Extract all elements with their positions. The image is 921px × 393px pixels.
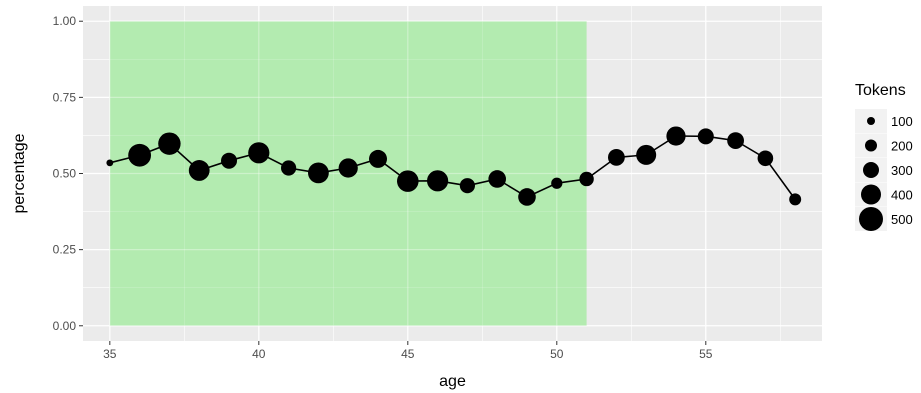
data-point	[459, 178, 475, 194]
y-axis-title: percentage	[11, 133, 28, 213]
data-point	[488, 170, 506, 188]
legend-label: 300	[891, 163, 913, 178]
data-point	[188, 160, 210, 181]
legend-title: Tokens	[855, 82, 906, 99]
x-tick-label: 35	[103, 347, 117, 361]
data-points	[106, 126, 802, 206]
legend-label: 500	[891, 212, 913, 227]
data-point	[518, 188, 536, 206]
legend-key	[865, 139, 877, 152]
gridlines-over-shade	[109, 20, 587, 327]
legend-entries: 100 200 300 400 500	[855, 109, 913, 231]
legend-label: 200	[891, 139, 913, 154]
data-point	[281, 160, 297, 176]
data-point	[636, 144, 657, 165]
legend-key	[859, 207, 883, 231]
legend: Tokens 100 200 300 400 500	[855, 82, 913, 231]
data-point	[579, 171, 594, 187]
data-point	[128, 143, 152, 167]
axis-ticks	[79, 20, 707, 345]
data-point	[607, 148, 625, 166]
x-axis-title: age	[439, 373, 466, 390]
legend-label: 400	[891, 188, 913, 203]
y-tick-labels: 0.00 0.25 0.50 0.75 1.00	[53, 14, 77, 333]
data-point	[757, 150, 774, 167]
y-tick-label: 0.75	[53, 90, 77, 104]
y-tick-label: 0.50	[53, 167, 77, 181]
y-tick-label: 0.25	[53, 243, 77, 257]
data-point	[397, 170, 419, 192]
data-point	[727, 132, 744, 150]
data-point	[369, 149, 388, 168]
data-point	[248, 142, 270, 164]
y-tick-label: 1.00	[53, 14, 77, 28]
x-tick-label: 55	[699, 347, 713, 361]
x-tick-label: 40	[252, 347, 266, 361]
data-point	[106, 159, 114, 167]
data-point	[697, 128, 714, 145]
legend-key	[867, 117, 875, 125]
data-point	[308, 162, 329, 184]
x-tick-label: 45	[401, 347, 415, 361]
legend-key	[861, 184, 881, 205]
data-point	[666, 126, 686, 146]
x-tick-label: 50	[550, 347, 564, 361]
legend-key	[863, 162, 879, 178]
data-point	[158, 132, 181, 155]
y-tick-label: 0.00	[53, 319, 77, 333]
data-point	[338, 158, 358, 178]
data-point	[551, 177, 563, 189]
data-point	[427, 170, 449, 192]
data-point	[221, 152, 238, 169]
x-tick-labels: 35 40 45 50 55	[103, 347, 713, 361]
data-point	[789, 193, 802, 206]
legend-label: 100	[891, 114, 913, 129]
